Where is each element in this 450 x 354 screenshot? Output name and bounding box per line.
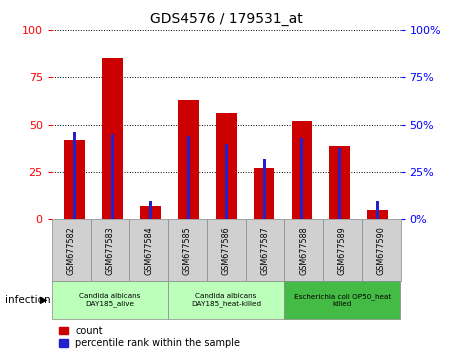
Bar [292, 121, 312, 219]
Bar [111, 134, 114, 219]
Bar [149, 200, 152, 219]
Bar [329, 145, 350, 219]
Bar [254, 169, 274, 219]
Bar [216, 113, 237, 219]
Bar [64, 140, 85, 219]
Text: Escherichia coli OP50_heat
killed: Escherichia coli OP50_heat killed [294, 293, 391, 307]
Bar [178, 100, 198, 219]
Title: GDS4576 / 179531_at: GDS4576 / 179531_at [150, 12, 302, 26]
Text: GSM677589: GSM677589 [338, 226, 347, 275]
Text: Candida albicans
DAY185_heat-killed: Candida albicans DAY185_heat-killed [191, 293, 261, 307]
Bar [301, 138, 303, 219]
Text: GSM677585: GSM677585 [183, 226, 192, 275]
Legend: count, percentile rank within the sample: count, percentile rank within the sample [59, 326, 240, 348]
Bar [376, 200, 379, 219]
Bar [225, 144, 228, 219]
Text: infection: infection [4, 295, 50, 305]
Text: ▶: ▶ [40, 295, 48, 305]
Text: GSM677583: GSM677583 [105, 226, 114, 275]
Bar [367, 210, 388, 219]
Text: GSM677587: GSM677587 [261, 226, 270, 275]
Bar [102, 58, 123, 219]
Bar [187, 136, 190, 219]
Text: GSM677586: GSM677586 [221, 226, 230, 275]
Bar [262, 159, 265, 219]
Text: GSM677590: GSM677590 [377, 226, 386, 275]
Bar [338, 148, 342, 219]
Text: GSM677588: GSM677588 [299, 226, 308, 275]
Text: GSM677584: GSM677584 [144, 226, 153, 275]
Text: Candida albicans
DAY185_alive: Candida albicans DAY185_alive [79, 293, 140, 307]
Bar [73, 132, 76, 219]
Bar [140, 206, 161, 219]
Text: GSM677582: GSM677582 [67, 226, 76, 275]
